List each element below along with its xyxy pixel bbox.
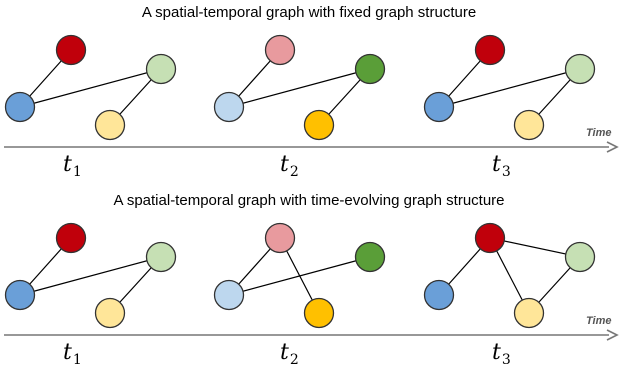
node-top xyxy=(474,34,506,66)
snapshot-3: t3 xyxy=(423,222,596,368)
node-right xyxy=(354,241,386,273)
time-step-label: t2 xyxy=(280,340,299,368)
time-step-label: t2 xyxy=(280,152,299,180)
time-axis-label: Time xyxy=(586,127,611,139)
node-right xyxy=(145,53,177,85)
snapshot-1: t1 xyxy=(4,222,177,368)
node-bottom xyxy=(94,297,126,329)
node-left xyxy=(4,279,36,311)
time-step-symbol: t xyxy=(492,152,501,177)
time-step-label: t1 xyxy=(63,340,82,368)
node-left xyxy=(213,91,245,123)
time-step-symbol: t xyxy=(492,340,501,365)
time-step-symbol: t xyxy=(63,152,72,177)
edge-left-right xyxy=(19,256,162,296)
time-step-symbol: t xyxy=(63,340,72,365)
time-step-subscript: 1 xyxy=(73,352,82,368)
node-bottom xyxy=(513,297,545,329)
panel-title: A spatial-temporal graph with time-evolv… xyxy=(113,192,504,209)
node-right xyxy=(145,241,177,273)
edge-top-right xyxy=(489,237,581,258)
node-bottom xyxy=(303,297,335,329)
node-bottom xyxy=(94,109,126,141)
time-step-symbol: t xyxy=(280,152,289,177)
node-top xyxy=(264,34,296,66)
edge-left-right xyxy=(228,68,371,108)
snapshot-2: t2 xyxy=(213,34,386,180)
node-left xyxy=(423,91,455,123)
time-step-subscript: 2 xyxy=(290,164,299,180)
edge-left-right xyxy=(438,68,581,108)
node-right xyxy=(354,53,386,85)
node-right xyxy=(564,53,596,85)
snapshot-1: t1 xyxy=(4,34,177,180)
time-axis-label: Time xyxy=(586,315,611,327)
panel-1: A spatial-temporal graph with fixed grap… xyxy=(4,4,619,180)
node-top xyxy=(264,222,296,254)
node-left xyxy=(4,91,36,123)
time-step-subscript: 3 xyxy=(502,164,511,180)
node-left xyxy=(423,279,455,311)
node-left xyxy=(213,279,245,311)
time-step-symbol: t xyxy=(280,340,289,365)
time-axis-arrowhead xyxy=(606,141,619,153)
time-step-subscript: 1 xyxy=(73,164,82,180)
snapshot-2: t2 xyxy=(213,222,386,368)
panel-2: A spatial-temporal graph with time-evolv… xyxy=(4,192,619,368)
node-top xyxy=(55,34,87,66)
node-bottom xyxy=(303,109,335,141)
time-step-label: t1 xyxy=(63,152,82,180)
time-axis-arrowhead xyxy=(606,329,619,341)
node-bottom xyxy=(513,109,545,141)
snapshot-3: t3 xyxy=(423,34,596,180)
node-right xyxy=(564,241,596,273)
node-top xyxy=(55,222,87,254)
edge-left-right xyxy=(19,68,162,108)
panel-title: A spatial-temporal graph with fixed grap… xyxy=(142,4,476,21)
time-step-subscript: 3 xyxy=(502,352,511,368)
time-step-label: t3 xyxy=(492,340,511,368)
time-step-subscript: 2 xyxy=(290,352,299,368)
node-top xyxy=(474,222,506,254)
time-step-label: t3 xyxy=(492,152,511,180)
